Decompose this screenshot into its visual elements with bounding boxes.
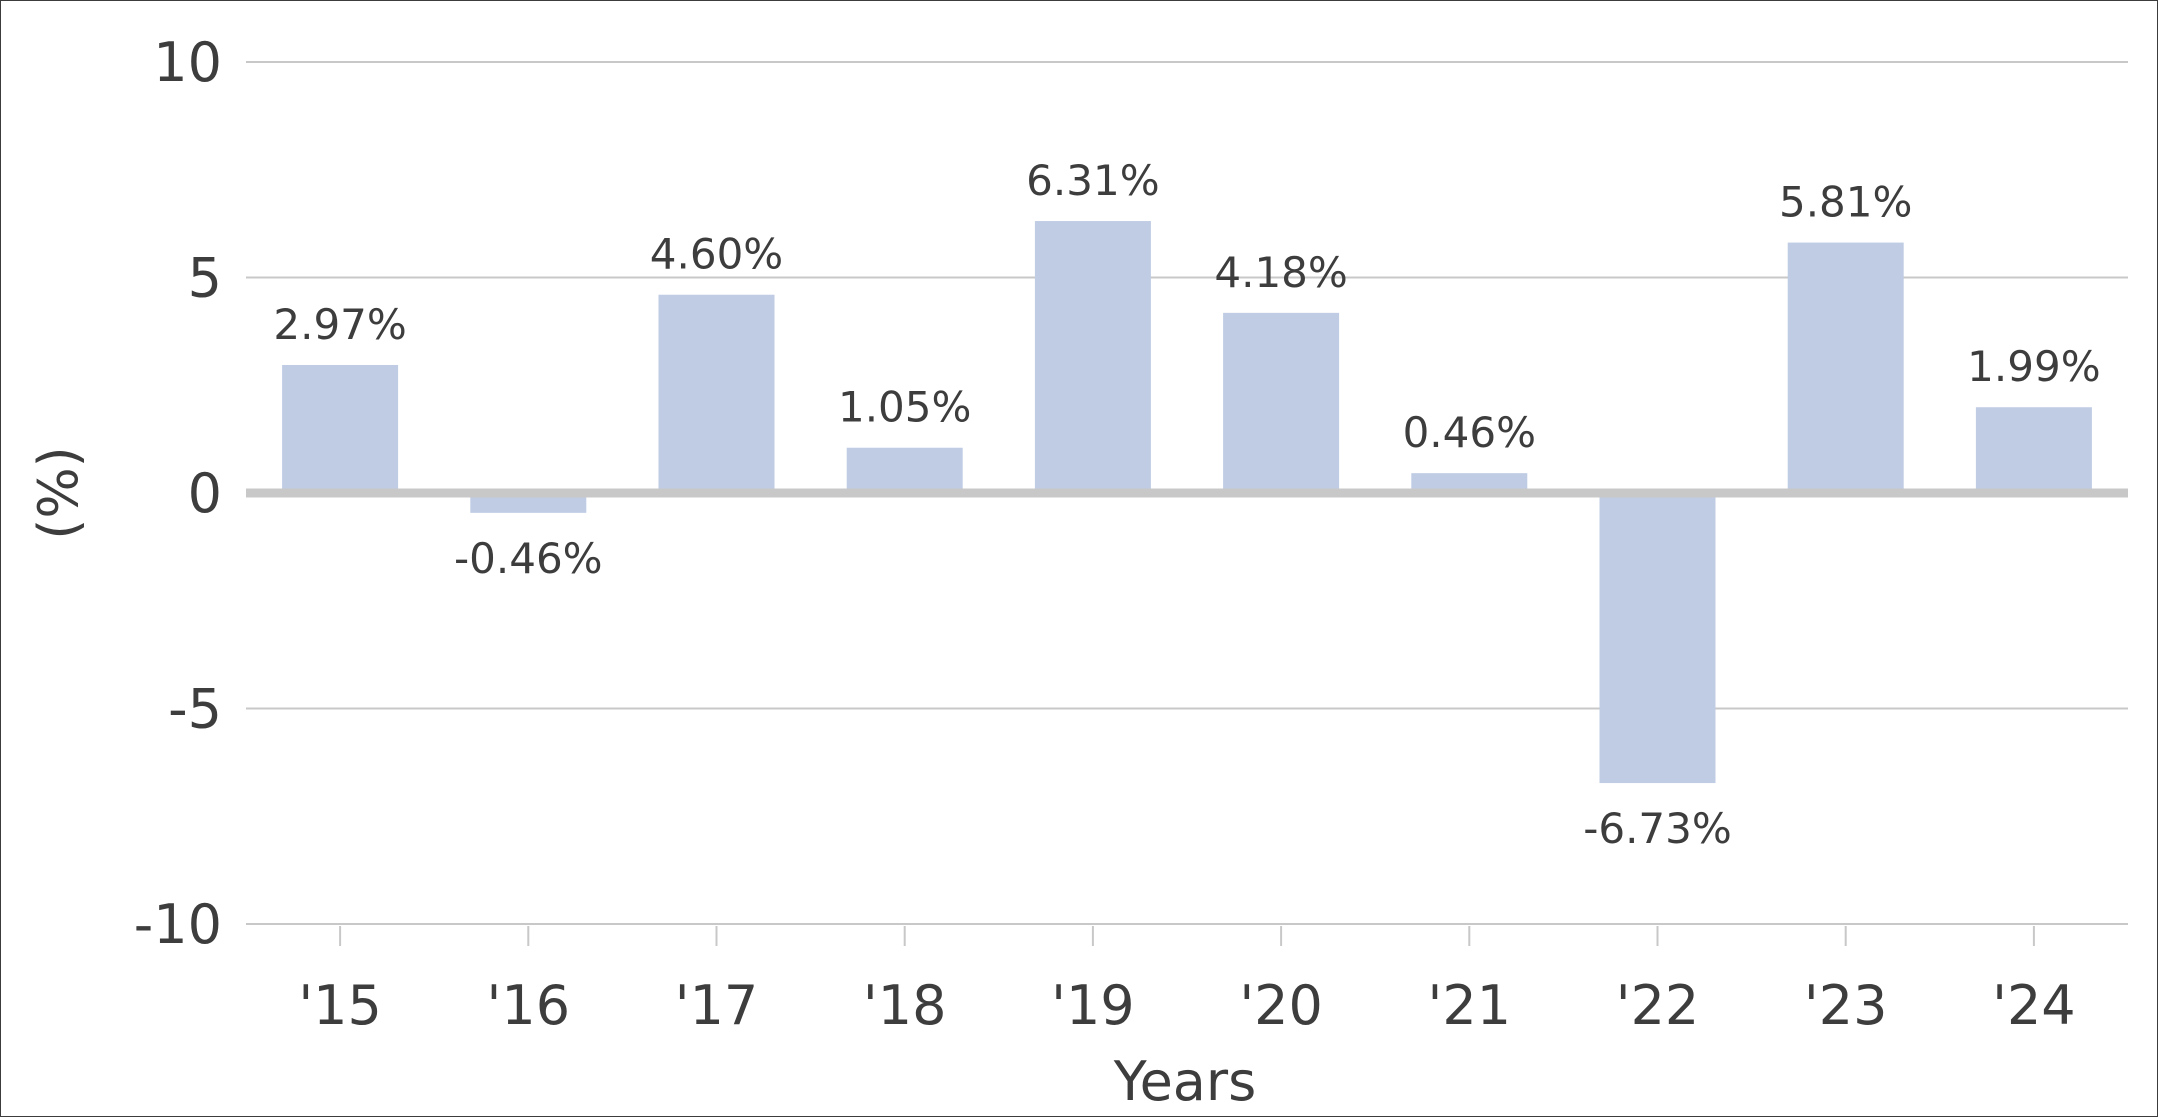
data-label: 1.99%: [1967, 342, 2100, 391]
data-label: 4.60%: [650, 230, 783, 279]
x-tick-label: '17: [675, 974, 759, 1037]
bar: [1034, 221, 1151, 493]
bar: [658, 294, 775, 493]
y-tick-label: -10: [134, 893, 222, 956]
y-axis-title: (%): [27, 446, 90, 539]
bar: [1411, 473, 1528, 493]
bar: [1787, 242, 1904, 493]
x-tick-label: '20: [1239, 974, 1323, 1037]
bar: [846, 447, 963, 493]
data-label: -6.73%: [1583, 804, 1732, 853]
data-label: 1.05%: [838, 383, 971, 432]
y-tick-label: -5: [168, 678, 222, 741]
x-axis-title: Years: [1113, 1050, 1256, 1113]
data-label: 0.46%: [1403, 408, 1536, 457]
x-tick-label: '21: [1428, 974, 1512, 1037]
data-label: -0.46%: [454, 534, 603, 583]
data-label: 6.31%: [1026, 156, 1159, 205]
x-ticks: '15 '16 '17 '18 '19 '20 '21 '22 '23 '24: [298, 926, 2076, 1037]
y-tick-label: 0: [188, 462, 222, 525]
y-tick-label: 5: [188, 247, 222, 310]
bar: [1223, 312, 1340, 493]
zero-line-group: [246, 488, 2128, 925]
bar: [282, 364, 399, 493]
x-tick-label: '22: [1616, 974, 1700, 1037]
x-tick-label: '16: [487, 974, 571, 1037]
bar: [1975, 407, 2092, 493]
bars: [282, 221, 2092, 784]
x-tick-label: '18: [863, 974, 947, 1037]
y-tick-label: 10: [153, 31, 222, 94]
x-tick-label: '23: [1804, 974, 1888, 1037]
x-tick-label: '19: [1051, 974, 1135, 1037]
data-label: 5.81%: [1779, 178, 1912, 227]
data-labels: 2.97% -0.46% 4.60% 1.05% 6.31% 4.18% 0.46% -6.7…: [273, 156, 2100, 853]
y-tick-labels: 10 5 0 -5 -10: [134, 31, 222, 956]
bar: [470, 493, 587, 513]
data-label: 2.97%: [273, 300, 406, 349]
data-label: 4.18%: [1214, 248, 1347, 297]
x-tick-label: '15: [298, 974, 382, 1037]
bar: [1599, 493, 1716, 784]
x-tick-label: '24: [1992, 974, 2076, 1037]
